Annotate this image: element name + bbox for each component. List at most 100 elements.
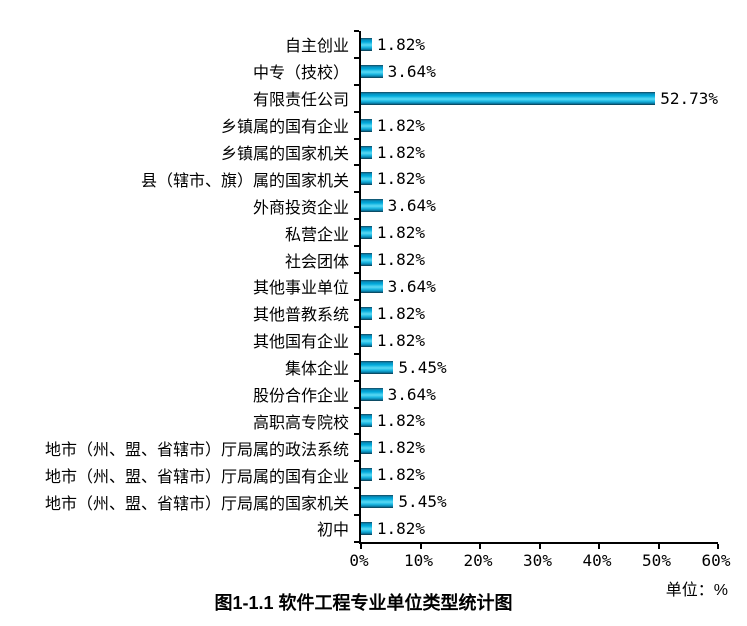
bar-row: 1.82% (361, 246, 718, 273)
y-axis-tick (354, 433, 359, 436)
value-label: 3.64% (387, 61, 436, 81)
bar-row: 52.73% (361, 85, 718, 112)
category-label: 外商投资企业 (252, 199, 349, 217)
x-tick-label: 20% (463, 551, 493, 570)
bar-row: 3.64% (361, 192, 718, 219)
category-label: 私营企业 (284, 226, 349, 244)
value-label: 1.82% (376, 303, 425, 323)
value-label: 1.82% (376, 115, 425, 135)
y-axis-tick (354, 514, 359, 517)
bar-row: 1.82% (361, 112, 718, 139)
x-tick-label: 40% (582, 551, 612, 570)
category-label: 中专（技校） (252, 65, 349, 83)
x-tick-label: 0% (349, 551, 369, 570)
y-axis-tick (354, 137, 359, 140)
bar (361, 521, 372, 535)
bar (361, 414, 372, 428)
bar-row: 1.82% (361, 219, 718, 246)
value-label: 1.82% (376, 330, 425, 350)
value-label: 1.82% (376, 465, 425, 485)
y-axis-tick (354, 245, 359, 248)
bar (361, 360, 394, 374)
bar-row: 3.64% (361, 273, 718, 300)
x-axis-tick (538, 544, 541, 549)
bar (361, 91, 656, 105)
x-tick-label: 50% (642, 551, 671, 570)
bar-row: 1.82% (361, 327, 718, 354)
value-label: 1.82% (376, 518, 425, 538)
value-label: 1.82% (376, 411, 425, 431)
category-label: 自主创业 (284, 38, 349, 56)
bar-row: 3.64% (361, 58, 718, 85)
bar-row: 5.45% (361, 488, 718, 515)
category-label: 县（辖市、旗）属的国家机关 (140, 172, 349, 190)
bar-row: 1.82% (361, 515, 718, 542)
y-axis-tick (354, 325, 359, 328)
category-label: 乡镇属的国家机关 (220, 146, 349, 163)
y-axis-tick (354, 406, 359, 409)
unit-label: 单位：% (665, 582, 728, 599)
value-label: 5.45% (398, 492, 447, 512)
bar-row: 3.64% (361, 381, 718, 408)
bar (361, 495, 394, 509)
x-axis-tick (419, 544, 422, 549)
bar (361, 253, 372, 267)
value-label: 1.82% (376, 223, 425, 243)
value-label: 1.82% (376, 169, 425, 189)
bar (361, 333, 372, 347)
category-label: 乡镇属的国有企业 (220, 119, 349, 137)
value-label: 5.45% (398, 357, 447, 377)
value-label: 3.64% (387, 384, 436, 404)
bar-row: 1.82% (361, 300, 718, 327)
bar (361, 199, 383, 213)
x-axis-tick (479, 544, 481, 549)
bar (361, 64, 383, 78)
category-label: 地市（州、盟、省辖市）厅局属的国有企业 (44, 468, 349, 486)
x-axis-tick (717, 544, 719, 549)
x-axis-tick (360, 544, 362, 549)
category-label: 地市（州、盟、省辖市）厅局属的国家机关 (44, 495, 349, 513)
y-axis-tick (354, 56, 359, 59)
bar-rows: 1.82% 3.64% 52.73% 1.82% 1.82% 1.82% 3.64% 1.82… (361, 31, 718, 542)
value-label: 1.82% (376, 250, 425, 270)
bar-row: 1.82% (361, 31, 718, 58)
bar (361, 306, 372, 320)
category-label: 有限责任公司 (252, 92, 349, 110)
category-label: 其他国有企业 (252, 334, 349, 352)
value-label: 1.82% (376, 142, 425, 162)
x-tick-label: 60% (701, 551, 731, 570)
bar (361, 468, 372, 482)
y-axis-tick (354, 487, 359, 490)
category-label: 地市（州、盟、省辖市）厅局属的政法系统 (44, 441, 349, 459)
y-axis-tick (354, 272, 359, 275)
category-label: 其他事业单位 (252, 280, 349, 298)
bar (361, 441, 372, 455)
y-axis-tick (354, 30, 359, 32)
bar (361, 37, 372, 51)
category-label: 初中 (316, 522, 349, 540)
category-label: 其他普教系统 (252, 307, 349, 325)
bar-row: 1.82% (361, 165, 718, 192)
chart-title: 图1-1.1 软件工程专业单位类型统计图 (214, 593, 513, 613)
category-label: 社会团体 (284, 253, 349, 271)
y-axis-tick (354, 83, 359, 86)
bar (361, 226, 372, 240)
bar (361, 172, 372, 186)
bar (361, 118, 372, 132)
y-axis-tick (354, 460, 359, 463)
x-axis-labels: 0% 10% 20% 30% 40% 50% 60% (349, 551, 730, 571)
x-axis-tick (598, 544, 600, 549)
y-axis-tick (354, 298, 359, 301)
plot-area: 1.82% 3.64% 52.73% 1.82% 1.82% 1.82% 3.64% 1.82… (354, 30, 719, 549)
category-label: 集体企业 (284, 361, 349, 379)
y-axis-tick (354, 379, 359, 382)
y-axis-tick (354, 110, 359, 113)
y-axis-tick (354, 218, 359, 221)
value-label: 3.64% (387, 196, 436, 216)
bar (361, 279, 383, 293)
bar-row: 1.82% (361, 407, 718, 434)
value-label: 1.82% (376, 34, 425, 54)
category-label: 高职高专院校 (252, 414, 349, 432)
y-axis-tick (354, 352, 359, 355)
